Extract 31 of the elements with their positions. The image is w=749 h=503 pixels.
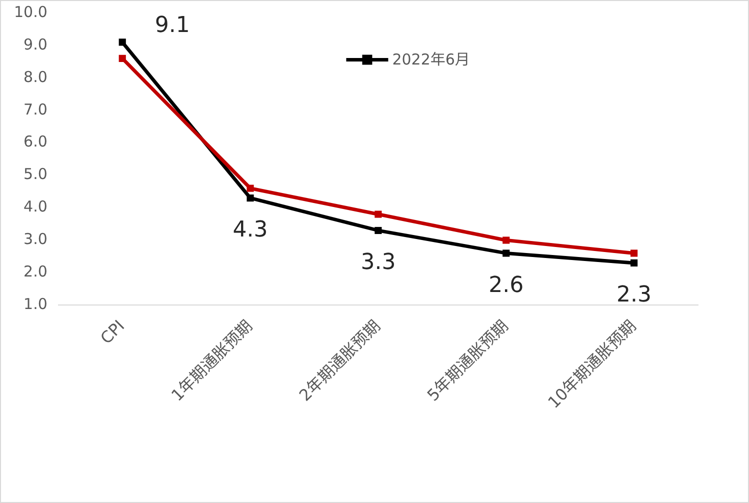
point [502,236,510,244]
data-label: 4.3 [232,218,268,243]
point [630,259,638,266]
y-tick-label: 7.0 [24,100,48,118]
point [118,38,126,46]
point [246,194,254,202]
x-tick-label: 2年期通胀预期 [295,316,384,405]
data-label: 3.3 [360,250,396,276]
x-tick-label: CPI [96,316,128,348]
y-tick-label: 6.0 [24,132,48,151]
y-tick-label: 1.0 [24,295,48,314]
point [246,184,254,192]
point [374,210,382,218]
x-tick-label: 5年期通胀预期 [423,316,512,405]
data-label: 9.1 [154,12,190,38]
y-tick-label: 4.0 [24,198,48,216]
x-tick-label: 10年期通胀预期 [544,316,640,412]
data-label: 2.6 [488,272,524,298]
data-label: 2.3 [616,282,652,308]
y-tick-label: 2.0 [24,262,48,281]
y-tick-label: 8.0 [24,68,48,86]
y-tick-label: 9.0 [24,35,48,54]
point [118,54,126,62]
point [374,226,382,234]
legend-label: 2022年6月 [392,50,470,69]
point [502,250,510,257]
point [630,250,638,257]
y-tick-label: 10.0 [14,2,48,21]
y-tick-label: 3.0 [24,230,48,248]
y-tick-label: 5.0 [24,165,48,184]
x-tick-label: 1年期通胀预期 [168,316,256,405]
